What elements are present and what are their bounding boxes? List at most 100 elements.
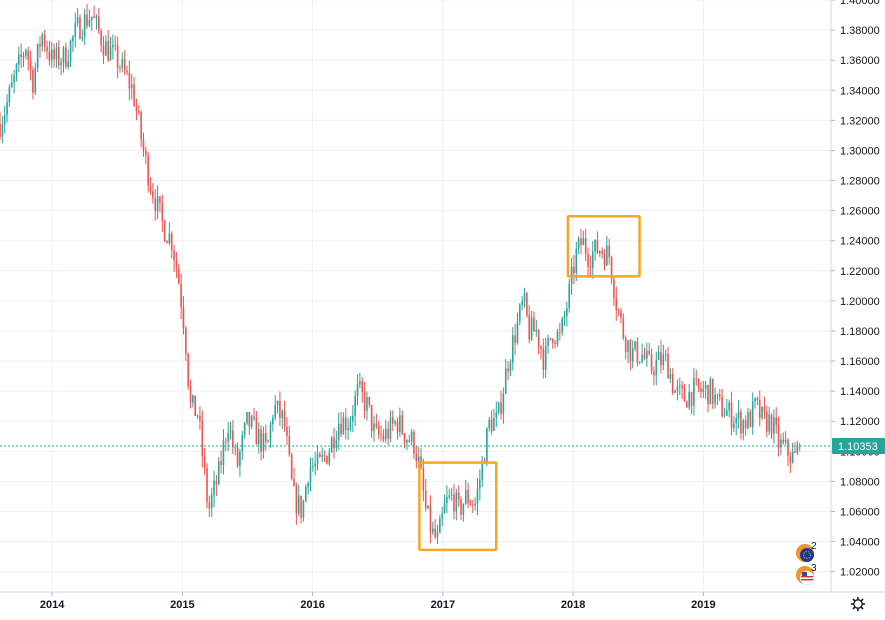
candle-body [474, 503, 476, 506]
candle-body [657, 351, 660, 360]
us-stripe-1 [801, 576, 813, 578]
candle-body [495, 412, 498, 418]
candle-body [112, 44, 114, 48]
candle-body [448, 495, 451, 498]
current-price-label-bg [832, 438, 885, 455]
candle-body [733, 423, 735, 428]
candle-body [319, 453, 321, 457]
time-tick-label: 2014 [40, 599, 65, 611]
candle-body [161, 203, 164, 222]
price-tick-label: 1.22000 [840, 266, 880, 278]
candle-body [551, 339, 554, 343]
candle-body [424, 490, 427, 509]
candle-body [227, 433, 229, 442]
candle-body [370, 404, 373, 432]
candle-body [408, 440, 411, 442]
price-tick-label: 1.12000 [840, 416, 880, 428]
candle-body [617, 310, 620, 312]
candle-body [253, 416, 255, 419]
candle-body [152, 191, 154, 199]
candle-body [455, 492, 458, 512]
candle-body [533, 317, 535, 332]
candle-body [241, 435, 244, 452]
candle-body [173, 250, 175, 260]
candle-body [352, 415, 354, 422]
candle-body [768, 414, 770, 432]
candle-body [46, 46, 48, 52]
candle-body [154, 198, 157, 211]
candle-body [457, 492, 460, 500]
candle-body [105, 41, 107, 56]
candle-body [544, 345, 547, 370]
candle-body [523, 293, 526, 302]
candle-body [467, 489, 469, 504]
candle-body [627, 340, 629, 352]
candle-body [490, 419, 493, 431]
event-badge-us[interactable]: 3 [796, 563, 817, 586]
candle-body [116, 45, 119, 68]
price-tick-label: 1.38000 [840, 25, 880, 37]
price-axis[interactable] [831, 0, 885, 615]
candle-body [730, 402, 733, 428]
candle-body [326, 456, 328, 464]
us-stripe-2 [801, 579, 813, 581]
candle-body [773, 417, 775, 434]
candle-body [368, 397, 371, 405]
candle-body [608, 245, 611, 258]
candle-body [514, 335, 516, 343]
candle-body [460, 499, 462, 515]
candle-body [594, 239, 596, 252]
candle-body [65, 47, 67, 67]
price-tick-label: 1.26000 [840, 206, 880, 218]
candle-body [69, 41, 72, 62]
candle-body [182, 307, 185, 329]
candle-body [636, 341, 639, 363]
candle-body [337, 423, 340, 441]
candle-body [58, 47, 60, 66]
highlight-box [566, 214, 641, 278]
candle-body [446, 497, 448, 504]
candle-body [53, 49, 55, 60]
candle-body [147, 155, 149, 186]
candle-body [770, 414, 773, 434]
candle-body [309, 467, 312, 483]
candle-body [399, 415, 401, 432]
candle-body [97, 16, 100, 31]
candle-body [610, 257, 613, 280]
candle-body [344, 417, 347, 431]
candle-body [502, 393, 505, 414]
candle-body [709, 378, 712, 405]
candle-body [274, 405, 277, 418]
candle-body [236, 447, 239, 466]
candle-body [782, 439, 785, 443]
candle-body [521, 301, 523, 305]
candle-body [126, 70, 128, 73]
candle-body [304, 487, 307, 502]
candle-body [314, 463, 316, 467]
candle-body [133, 84, 135, 106]
candle-body [177, 268, 180, 284]
price-tick-label: 1.28000 [840, 176, 880, 188]
candle-body [413, 432, 415, 454]
candle-body [629, 340, 632, 362]
candle-body [192, 395, 194, 403]
candle-body [695, 378, 698, 380]
candle-body [260, 429, 262, 452]
candle-body [481, 460, 483, 480]
candle-body [168, 233, 171, 244]
candle-body [726, 410, 728, 416]
time-axis-labels: 2014 2015 2016 2017 2018 2019 [40, 592, 716, 611]
candle-body [568, 283, 571, 309]
candle-body [655, 359, 658, 376]
candle-body [43, 34, 46, 47]
candle-body [199, 415, 201, 421]
event-badge-eu[interactable]: 2 [796, 541, 817, 562]
candle-body [681, 385, 683, 389]
candle-body [646, 350, 648, 359]
candle-body [302, 501, 305, 518]
candle-body [589, 266, 592, 268]
gear-icon[interactable] [850, 596, 866, 612]
time-axis[interactable] [0, 592, 831, 615]
